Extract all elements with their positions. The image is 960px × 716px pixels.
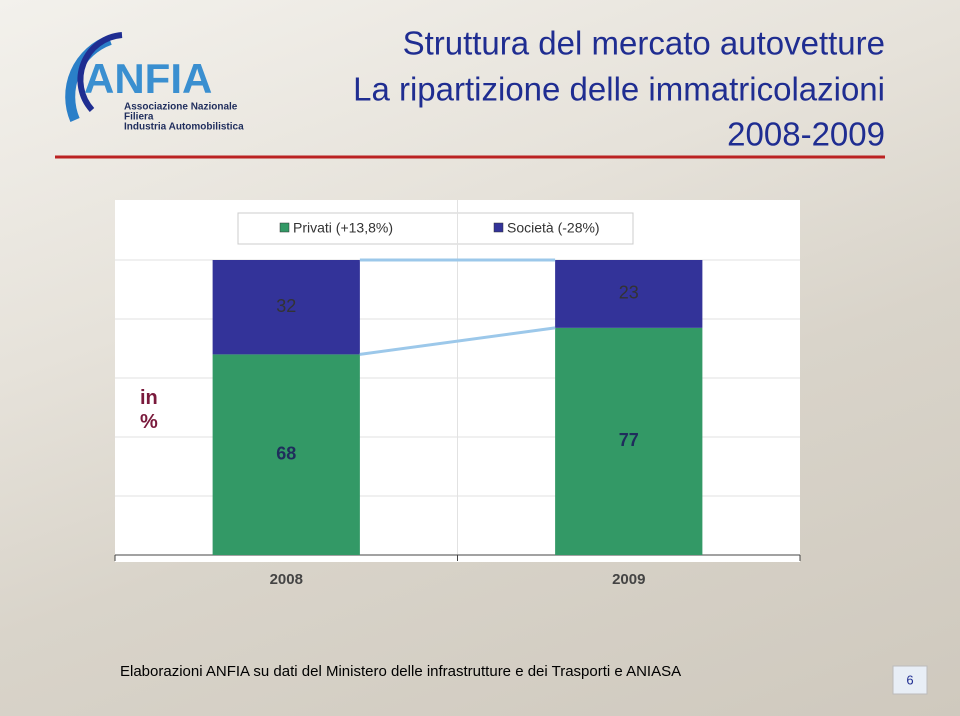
y-axis-label: in % bbox=[140, 387, 158, 433]
source-note: Elaborazioni ANFIA su dati del Ministero… bbox=[120, 663, 681, 680]
bar-segment bbox=[555, 327, 703, 555]
legend-box bbox=[237, 212, 634, 245]
logo-line: Associazione Nazionale bbox=[124, 102, 238, 113]
legend-swatch bbox=[493, 222, 504, 233]
data-label: 77 bbox=[619, 430, 639, 450]
x-tick-label: 2009 bbox=[612, 571, 645, 588]
bar-segment bbox=[212, 260, 360, 355]
logo-line: Industria Automobilistica bbox=[124, 122, 244, 133]
legend-label: Società (-28%) bbox=[507, 220, 600, 236]
logo-line: Filiera bbox=[124, 112, 154, 123]
bar-segment bbox=[555, 260, 703, 328]
slide-title: Struttura del mercato autovetture bbox=[403, 25, 885, 62]
data-label: 32 bbox=[276, 296, 296, 316]
data-label: 23 bbox=[619, 283, 639, 303]
data-label: 68 bbox=[276, 443, 296, 463]
page-number: 6 bbox=[906, 672, 913, 687]
slide-title: 2008-2009 bbox=[727, 116, 885, 153]
legend-swatch bbox=[279, 222, 290, 233]
logo-name: ANFIA bbox=[84, 55, 212, 102]
page-box bbox=[892, 665, 928, 695]
legend-label: Privati (+13,8%) bbox=[293, 220, 393, 236]
logo-swoosh bbox=[77, 32, 123, 113]
slide-title: La ripartizione delle immatricolazioni bbox=[353, 71, 885, 108]
series-connector bbox=[359, 326, 556, 356]
x-tick-label: 2008 bbox=[270, 571, 303, 588]
bar-segment bbox=[212, 354, 360, 555]
